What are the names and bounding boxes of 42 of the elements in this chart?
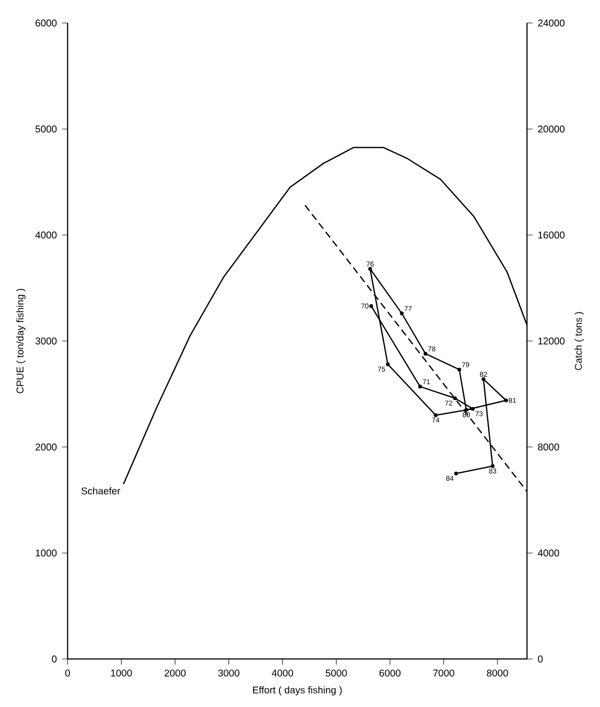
y-tick-label: 3000 [35,338,57,344]
point [454,472,458,476]
y-tick-label: 6000 [36,20,57,26]
point [434,413,438,418]
x-tick-label: 6000 [380,670,401,677]
point [482,377,486,382]
series-label: Schaefer [81,487,120,494]
x-tick-label: 7000 [433,670,454,677]
x-tick-label: 4000 [272,670,294,677]
y-tick-label: 0 [52,656,57,662]
point [369,304,374,308]
y2-tick-label: 20000 [538,126,565,132]
point [457,368,462,372]
y2-tick-label: 4000 [538,550,560,556]
y-tick-label: 4000 [35,232,57,238]
point [368,267,372,271]
y2-tick-label: 0 [538,656,543,662]
y2-tick-label: 12000 [538,338,565,344]
x-tick-label: 8000 [486,670,508,677]
y-tick-label: 2000 [36,444,57,450]
y-axis-title: CPUE ( ton/day fishing ) [16,288,26,394]
point [386,362,390,366]
y2-tick-label: 24000 [538,20,565,26]
y-tick-label: 1000 [36,550,57,556]
point [504,398,508,402]
point [490,464,495,468]
y2-tick-label: 16000 [538,232,565,238]
x-tick-label: 2000 [164,670,186,677]
point [464,408,468,412]
x-tick-label: 5000 [326,670,347,677]
point [418,384,422,388]
x-axis-title: Effort ( days fishing ) [253,686,342,696]
point [400,312,404,316]
point [424,352,428,356]
x-tick-label: 1000 [111,670,132,677]
x-tick-label: 3000 [218,670,240,677]
x-tick-label: 0 [65,670,70,677]
y2-axis-title: Catch ( tons ) [574,312,584,370]
point [470,406,475,411]
point [453,396,457,400]
y-tick-label: 5000 [36,126,57,132]
y2-tick-label: 8000 [538,444,560,450]
